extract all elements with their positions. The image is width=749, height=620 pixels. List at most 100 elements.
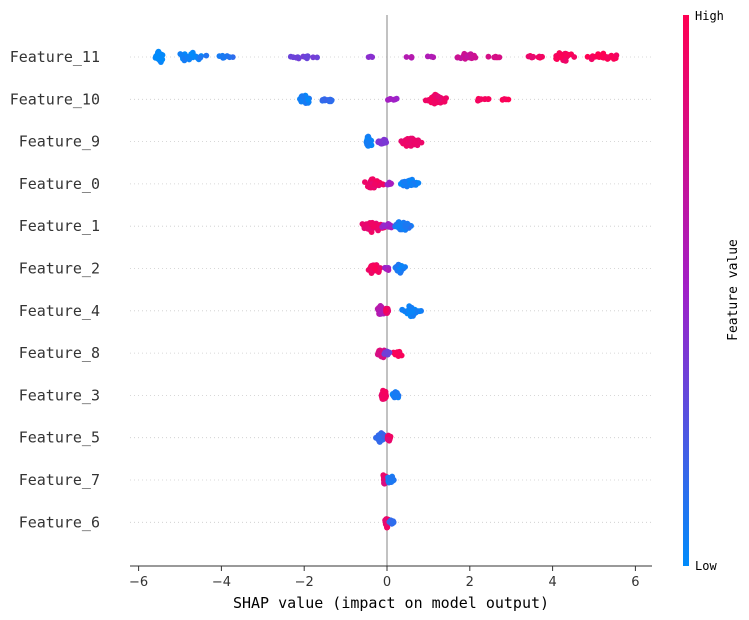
feature-label: Feature_8 (19, 344, 100, 362)
shap-point (599, 54, 606, 61)
shap-point (372, 266, 379, 273)
shap-point (383, 307, 389, 314)
shap-point (368, 53, 375, 60)
feature-label: Feature_5 (19, 429, 100, 447)
row-gridlines (130, 56, 652, 523)
feature-label: Feature_9 (19, 133, 100, 151)
shap-point (382, 139, 388, 146)
shap-point (468, 52, 474, 59)
x-tick-label: 4 (548, 575, 556, 590)
x-tick-label: 2 (466, 575, 474, 590)
feature-labels: Feature_11 Feature_10 Feature_9 Feature_0 Fe… (10, 48, 100, 531)
shap-point (491, 54, 498, 61)
shap-point (435, 93, 442, 100)
feature-label: Feature_11 (10, 48, 100, 66)
shap-point (384, 436, 391, 443)
shap-point (319, 97, 326, 103)
shap-point (385, 267, 392, 273)
shap-point (385, 349, 391, 355)
shap-point (388, 180, 394, 187)
shap-point (221, 54, 227, 61)
feature-label: Feature_10 (10, 90, 100, 108)
colorbar-high-label: High (695, 9, 724, 23)
shap-point (485, 96, 492, 102)
feature-label: Feature_1 (19, 217, 100, 235)
x-axis: −6 −4 −2 0 2 4 6 (129, 565, 652, 590)
shap-point (403, 54, 410, 60)
colorbar-gradient (683, 15, 689, 566)
shap-point (186, 56, 193, 63)
shap-point (371, 181, 378, 188)
shap-point (298, 98, 305, 105)
shap-point (396, 268, 403, 274)
shap-point (203, 52, 210, 59)
feature-label: Feature_4 (19, 302, 100, 320)
shap-point (399, 306, 406, 313)
shap-point (556, 50, 563, 56)
x-axis-label: SHAP value (impact on model output) (233, 594, 549, 612)
shap-point (441, 98, 448, 105)
shap-point (376, 434, 382, 440)
shap-point (299, 93, 305, 100)
shap-point (422, 97, 429, 104)
shap-point (374, 351, 381, 358)
beeswarm-points (152, 48, 620, 531)
shap-point (365, 225, 371, 232)
shap-point (392, 350, 399, 357)
shap-point (408, 54, 415, 60)
shap-point (159, 52, 166, 58)
shap-point (394, 223, 401, 230)
shap-point (424, 53, 431, 60)
shap-point (604, 54, 611, 60)
shap-point (408, 182, 415, 189)
colorbar-title: Feature value (726, 239, 741, 341)
shap-point (366, 184, 373, 191)
shap-point (390, 96, 397, 103)
shap-point (368, 221, 375, 227)
shap-point (403, 137, 410, 143)
shap-point (310, 54, 316, 61)
shap-point (290, 54, 296, 61)
shap-point (398, 263, 405, 269)
feature-label: Feature_6 (19, 513, 100, 531)
shap-point (394, 390, 400, 396)
shap-point (303, 53, 309, 60)
shap-point (327, 96, 333, 103)
x-tick-label: 6 (631, 575, 639, 590)
feature-label: Feature_7 (19, 471, 100, 489)
shap-point (226, 54, 233, 61)
shap-point (363, 139, 370, 146)
shap-point (362, 179, 368, 186)
shap-point (455, 54, 461, 61)
shap-point (571, 54, 578, 60)
colorbar: High Low Feature value (683, 9, 741, 573)
shap-point (431, 100, 438, 106)
shap-point (368, 263, 374, 270)
x-tick-label: −2 (295, 575, 314, 590)
shap-point (412, 140, 419, 147)
shap-point (595, 51, 601, 57)
x-tick-label: 0 (383, 575, 391, 590)
shap-point (375, 138, 382, 145)
shap-point (529, 54, 535, 61)
shap-point (381, 222, 388, 229)
shap-point (496, 54, 503, 61)
feature-label: Feature_2 (19, 260, 100, 278)
shap-point (305, 96, 311, 103)
shap-point (159, 56, 166, 63)
shap-point (398, 352, 405, 359)
x-tick-label: −6 (129, 575, 148, 590)
shap-point (390, 519, 397, 526)
feature-label: Feature_3 (19, 386, 100, 404)
shap-point (563, 51, 570, 58)
shap-point (381, 388, 387, 395)
x-ticks: −6 −4 −2 0 2 4 6 (129, 566, 640, 590)
shap-point (477, 96, 484, 103)
shap-point (409, 309, 416, 315)
shap-point (610, 56, 617, 62)
feature-label: Feature_0 (19, 175, 100, 193)
shap-point (197, 54, 204, 61)
shap-point (404, 220, 411, 227)
shap-point (401, 178, 408, 185)
